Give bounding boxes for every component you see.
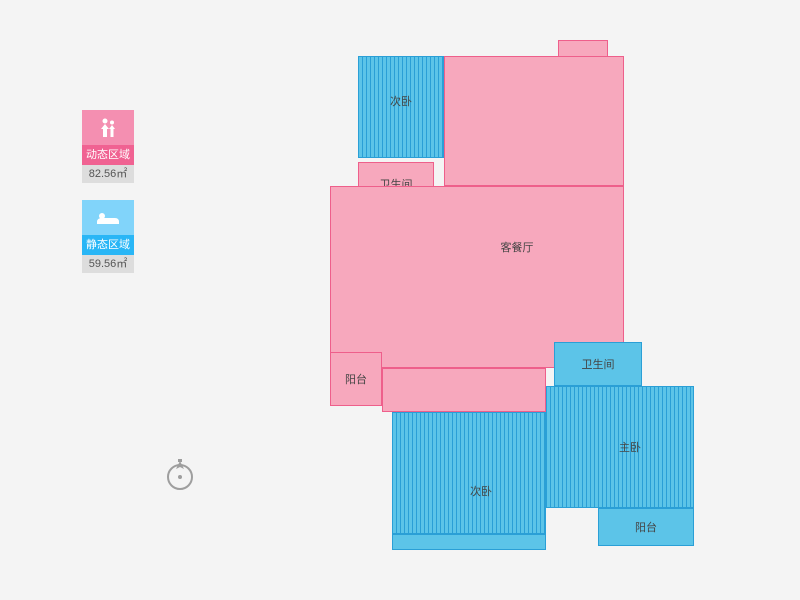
room-master: 主卧 <box>546 386 694 508</box>
legend-dynamic-icon <box>82 110 134 145</box>
room-balcony_mid: 阳台 <box>330 352 382 406</box>
room-master-label: 主卧 <box>619 439 641 455</box>
room-balcony_mid-label: 阳台 <box>345 371 367 387</box>
room-living_main: 客餐厅 <box>330 186 624 368</box>
room-living_top <box>444 56 624 186</box>
room-bath2: 卫生间 <box>554 342 642 386</box>
legend-dynamic-value: 82.56㎡ <box>82 165 134 183</box>
room-strip_bl <box>392 534 546 550</box>
room-bedroom2b: 次卧 <box>392 412 546 534</box>
legend-dynamic: 动态区域 82.56㎡ <box>82 110 134 183</box>
legend-static-label: 静态区域 <box>82 235 134 255</box>
compass-icon <box>160 455 200 495</box>
room-bedroom2a-label: 次卧 <box>390 93 412 109</box>
floor-plan-canvas: { "type": "floorplan", "canvas": { "widt… <box>0 0 800 600</box>
legend-static-value: 59.56㎡ <box>82 255 134 273</box>
room-bedroom2a: 次卧 <box>358 56 444 158</box>
room-living_low <box>382 368 546 412</box>
legend-static-icon <box>82 200 134 235</box>
room-bedroom2b-label: 次卧 <box>470 483 492 499</box>
room-balcony_mbr-label: 阳台 <box>635 519 657 535</box>
room-bath2-label: 卫生间 <box>582 356 615 372</box>
legend-dynamic-label: 动态区域 <box>82 145 134 165</box>
legend-static: 静态区域 59.56㎡ <box>82 200 134 273</box>
room-living_main-label: 客餐厅 <box>501 239 534 255</box>
room-balcony_mbr: 阳台 <box>598 508 694 546</box>
